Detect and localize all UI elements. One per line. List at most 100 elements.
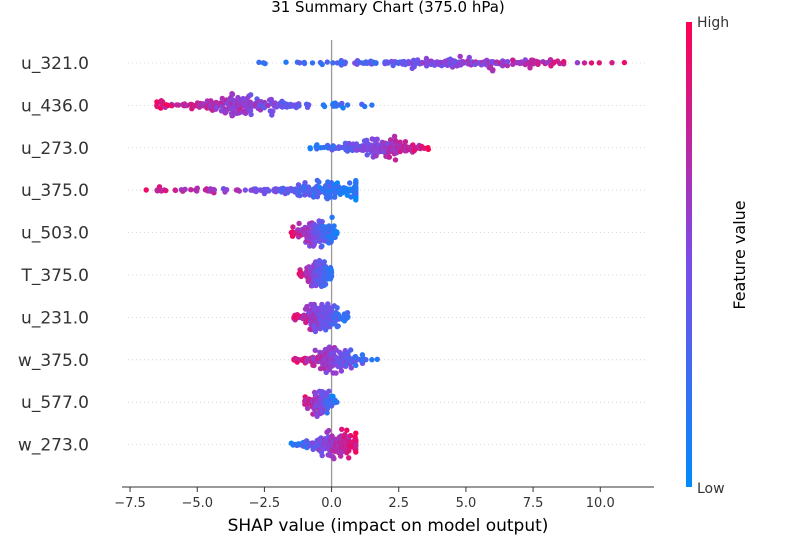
shap-point xyxy=(297,192,303,199)
shap-point xyxy=(353,184,359,190)
shap-point xyxy=(581,60,588,66)
feature-label: w_273.0 xyxy=(18,436,89,456)
shap-point xyxy=(348,347,354,353)
shap-point xyxy=(369,102,375,108)
shap-point xyxy=(326,427,332,434)
colorbar-low-label: Low xyxy=(697,481,725,497)
shap-point xyxy=(326,367,332,373)
shap-point xyxy=(490,67,496,73)
shap-point xyxy=(314,194,321,200)
shap-point xyxy=(369,357,375,363)
shap-point xyxy=(333,370,339,376)
shap-point xyxy=(143,187,149,193)
shap-point xyxy=(504,62,511,69)
shap-point xyxy=(348,194,354,200)
shap-points xyxy=(143,53,628,462)
shap-point xyxy=(253,188,259,195)
shap-point xyxy=(392,157,399,163)
feature-label: T_375.0 xyxy=(20,266,89,286)
shap-point xyxy=(386,154,393,160)
shap-point xyxy=(324,410,330,416)
shap-point xyxy=(588,60,595,66)
feature-rows: u_321.0 u_436.0 u_273.0 u_375.0 u_503.0 T_375… xyxy=(18,54,648,456)
shap-point xyxy=(373,60,379,66)
shap-point xyxy=(301,60,308,67)
shap-point xyxy=(344,310,351,316)
shap-point xyxy=(290,224,296,230)
shap-point xyxy=(256,59,262,65)
shap-point xyxy=(353,190,359,197)
shap-point xyxy=(169,103,175,109)
shap-point xyxy=(574,60,581,66)
shap-point xyxy=(328,194,334,200)
shap-point xyxy=(339,100,345,107)
shap-point xyxy=(248,92,254,98)
shap-point xyxy=(348,365,354,371)
shap-point xyxy=(596,60,602,66)
shap-point xyxy=(312,328,319,335)
shap-point xyxy=(425,146,431,153)
shap-point xyxy=(391,133,398,139)
shap-point xyxy=(242,187,248,193)
shap-point xyxy=(347,180,353,186)
shap-point xyxy=(457,53,463,60)
shap-point xyxy=(353,438,359,444)
shap-point xyxy=(353,449,359,455)
x-axis-label: SHAP value (impact on model output) xyxy=(228,516,549,536)
shap-point xyxy=(363,357,369,363)
shap-point xyxy=(342,59,348,65)
shap-point xyxy=(328,273,335,279)
colorbar-title: Feature value xyxy=(730,200,749,309)
shap-point xyxy=(374,136,380,142)
shap-point xyxy=(387,137,394,143)
shap-point xyxy=(329,214,335,220)
shap-point xyxy=(609,60,615,66)
shap-point xyxy=(312,347,318,353)
x-tick-label: 2.5 xyxy=(388,496,409,511)
shap-point xyxy=(262,60,268,67)
shap-point xyxy=(211,187,217,193)
x-tick-label: −7.5 xyxy=(114,496,146,511)
shap-point xyxy=(321,259,327,265)
shap-point xyxy=(295,182,302,188)
shap-point xyxy=(331,223,337,229)
shap-point xyxy=(334,305,340,311)
x-tick-label: −5.0 xyxy=(181,496,213,511)
shap-point xyxy=(319,218,325,225)
shap-point xyxy=(324,59,330,65)
shap-point xyxy=(316,179,322,185)
shap-point xyxy=(172,187,179,194)
shap-point xyxy=(504,59,511,65)
shap-point xyxy=(194,185,200,191)
shap-point xyxy=(270,108,276,115)
shap-point xyxy=(321,103,328,110)
shap-point xyxy=(527,65,533,71)
shap-point xyxy=(334,229,340,235)
shap-point xyxy=(535,59,542,65)
shap-point xyxy=(334,399,340,405)
chart-title: 31 Summary Chart (375.0 hPa) xyxy=(271,0,505,16)
shap-point xyxy=(312,239,318,245)
shap-point xyxy=(338,453,344,459)
feature-label: u_503.0 xyxy=(21,224,89,244)
shap-point xyxy=(561,58,567,65)
colorbar: High Low Feature value xyxy=(686,15,749,497)
shap-point xyxy=(466,54,472,61)
shap-point xyxy=(319,61,325,68)
shap-point xyxy=(319,243,325,249)
shap-point xyxy=(306,102,312,108)
shap-point xyxy=(248,111,254,118)
shap-point xyxy=(242,110,249,117)
shap-point xyxy=(344,102,351,108)
shap-point xyxy=(353,430,359,436)
x-tick-label: 7.5 xyxy=(523,496,544,511)
shap-point xyxy=(307,146,313,152)
shap-point xyxy=(353,362,359,369)
feature-label: u_436.0 xyxy=(21,96,89,116)
shap-point xyxy=(340,105,346,111)
x-axis-ticks: −7.5 −5.0 −2.5 0.0 2.5 5.0 7.5 10.0 xyxy=(114,487,615,511)
colorbar-high-label: High xyxy=(697,15,729,31)
shap-point xyxy=(347,432,354,439)
shap-point xyxy=(339,449,345,455)
shap-point xyxy=(392,137,399,144)
